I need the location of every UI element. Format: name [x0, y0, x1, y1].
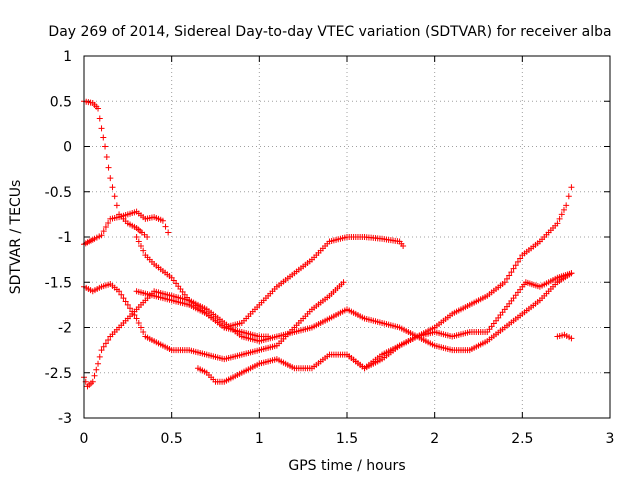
data-point	[340, 279, 347, 286]
y-tick-label: 0.5	[50, 94, 72, 110]
data-point	[140, 329, 147, 336]
data-point	[560, 206, 567, 213]
data-point	[501, 279, 508, 286]
data-point	[105, 336, 112, 343]
x-axis-label: GPS time / hours	[288, 458, 405, 474]
series-sat-c	[133, 234, 407, 331]
data-point	[517, 255, 524, 262]
y-tick-label: -1	[58, 230, 72, 246]
series-sat-h	[344, 270, 575, 372]
data-points	[81, 98, 575, 390]
data-point	[400, 243, 407, 250]
data-point	[102, 143, 109, 150]
data-point	[135, 238, 142, 245]
y-tick-label: -0.5	[45, 185, 72, 201]
data-point	[506, 272, 513, 279]
data-point	[96, 353, 103, 360]
data-point	[103, 154, 110, 161]
data-point	[554, 220, 561, 227]
data-point	[91, 372, 98, 379]
data-point	[105, 219, 112, 226]
data-point	[98, 125, 105, 132]
data-point	[113, 202, 120, 209]
data-point	[568, 184, 575, 191]
data-point	[96, 115, 103, 122]
y-tick-label: -2.5	[45, 366, 72, 382]
data-point	[105, 164, 112, 171]
data-point	[133, 234, 140, 240]
data-point	[568, 270, 575, 277]
data-point	[558, 211, 565, 218]
data-point	[137, 324, 144, 331]
x-tick-label: 1	[255, 431, 264, 447]
data-point	[265, 333, 272, 340]
data-point	[98, 347, 105, 354]
data-point	[120, 295, 127, 302]
data-point	[100, 343, 107, 350]
data-point	[135, 319, 142, 326]
series-sat-i	[554, 331, 575, 342]
data-point	[118, 291, 125, 298]
data-point	[565, 193, 572, 200]
data-point	[109, 184, 116, 191]
data-point	[144, 234, 151, 240]
x-tick-label: 0	[80, 431, 89, 447]
data-point	[116, 288, 123, 295]
data-point	[563, 202, 570, 209]
y-tick-label: -1.5	[45, 275, 72, 291]
data-point	[124, 301, 131, 308]
data-point	[568, 335, 575, 342]
x-tick-labels: 0 0.5 1 1.5 2 2.5 3	[80, 431, 615, 447]
data-point	[98, 232, 105, 239]
data-point	[510, 265, 517, 272]
data-point	[95, 105, 102, 112]
data-point	[102, 224, 109, 231]
series-sat-f	[133, 288, 272, 340]
data-point	[159, 217, 166, 224]
y-tick-labels: -3 -2.5 -2 -1.5 -1 -0.5 0 0.5 1	[45, 49, 72, 427]
data-point	[93, 366, 100, 373]
plot-frame	[83, 55, 611, 419]
x-tick-label: 0.5	[161, 431, 183, 447]
data-point	[122, 298, 129, 305]
data-point	[140, 247, 147, 254]
data-point	[100, 134, 107, 141]
data-point	[508, 269, 515, 276]
data-point	[514, 258, 521, 265]
data-point	[162, 223, 169, 230]
data-point	[503, 275, 510, 282]
data-point	[137, 243, 144, 250]
series-sat-a	[81, 98, 151, 240]
y-axis-label: SDTVAR / TECUs	[8, 180, 24, 295]
data-point	[127, 305, 134, 312]
y-tick-label: -2	[58, 321, 72, 337]
x-tick-label: 2.5	[511, 431, 533, 447]
data-point	[107, 175, 114, 182]
data-point	[102, 340, 109, 347]
y-tick-label: 1	[63, 49, 72, 65]
data-point	[165, 229, 172, 236]
x-tick-label: 1.5	[336, 431, 358, 447]
data-point	[89, 378, 96, 385]
y-tick-label: -3	[58, 411, 72, 427]
y-tick-label: 0	[63, 140, 72, 156]
x-tick-label: 3	[606, 431, 615, 447]
data-point	[111, 193, 118, 200]
x-tick-label: 2	[430, 431, 439, 447]
chart-title: Day 269 of 2014, Sidereal Day-to-day VTE…	[48, 24, 611, 40]
data-point	[133, 315, 140, 322]
data-point	[556, 215, 563, 222]
data-point	[95, 360, 102, 367]
series-sat-b	[81, 208, 172, 248]
data-point	[512, 262, 519, 269]
data-point	[100, 228, 107, 235]
